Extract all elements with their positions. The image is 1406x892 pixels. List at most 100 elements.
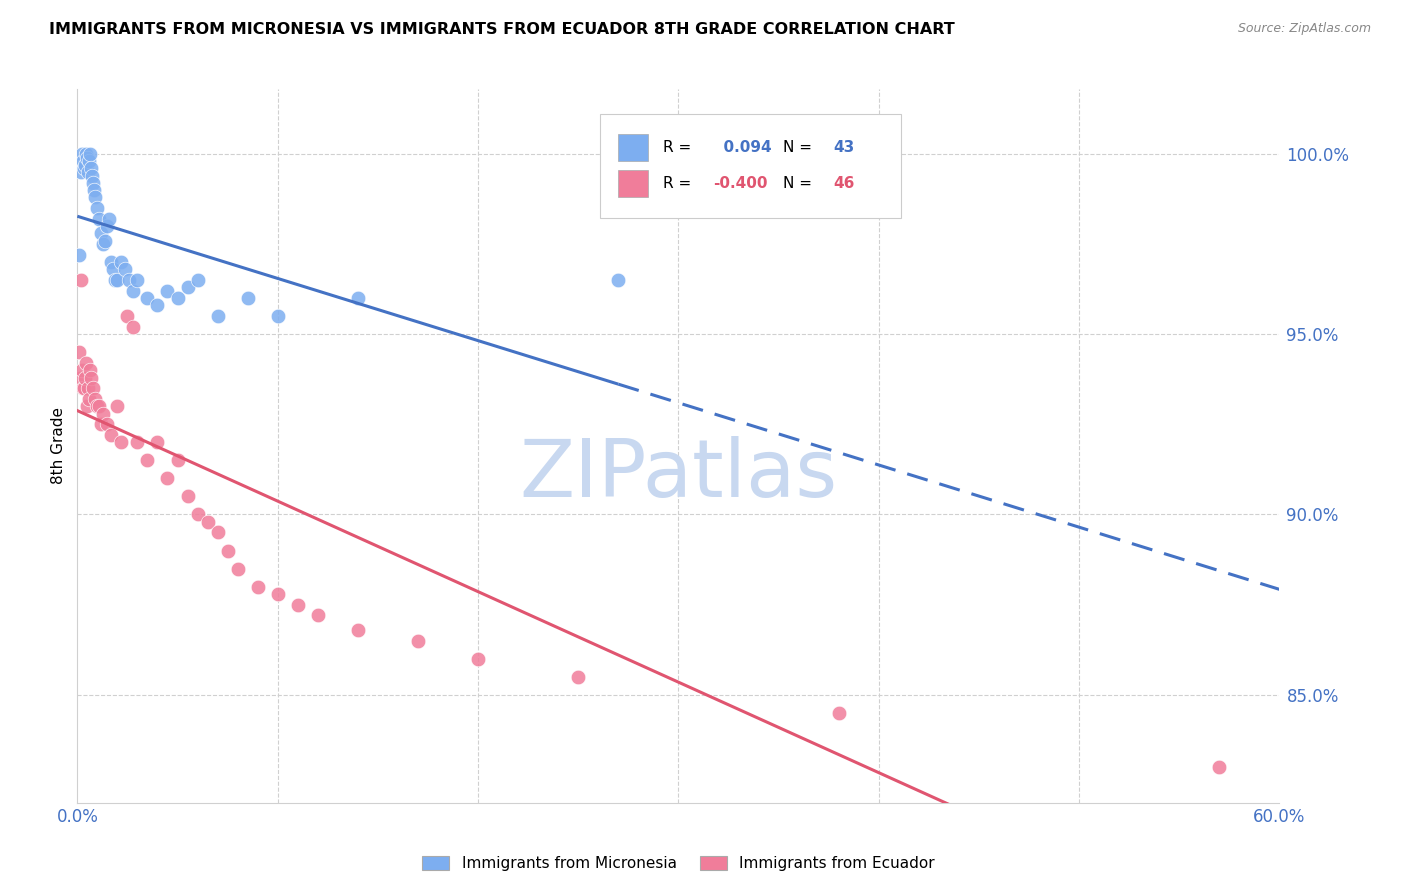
Point <box>156 471 179 485</box>
Point <box>207 525 229 540</box>
Point <box>89 400 111 414</box>
Bar <box>619 134 648 161</box>
Point <box>80 161 103 176</box>
Point <box>136 453 159 467</box>
Text: 0.094: 0.094 <box>713 140 772 155</box>
Point <box>79 392 101 406</box>
Point <box>89 211 111 226</box>
Text: R =: R = <box>662 176 690 191</box>
Point <box>110 435 132 450</box>
Point <box>467 651 489 665</box>
Point <box>79 154 101 169</box>
Point <box>79 147 101 161</box>
Point <box>114 262 136 277</box>
Legend: Immigrants from Micronesia, Immigrants from Ecuador: Immigrants from Micronesia, Immigrants f… <box>416 849 941 877</box>
Point <box>72 363 94 377</box>
Point <box>307 608 329 623</box>
Point <box>406 633 429 648</box>
Point <box>166 291 188 305</box>
Point <box>90 227 112 241</box>
Point <box>75 158 97 172</box>
Point <box>73 161 96 176</box>
Text: 46: 46 <box>834 176 855 191</box>
Point <box>94 234 117 248</box>
Point <box>156 284 179 298</box>
Text: -0.400: -0.400 <box>713 176 768 191</box>
Point <box>176 490 198 504</box>
Point <box>73 381 96 395</box>
Point <box>187 508 209 522</box>
Point <box>84 392 107 406</box>
Point <box>166 453 188 467</box>
Point <box>110 255 132 269</box>
Point <box>77 381 100 395</box>
Point <box>567 670 589 684</box>
Text: IMMIGRANTS FROM MICRONESIA VS IMMIGRANTS FROM ECUADOR 8TH GRADE CORRELATION CHAR: IMMIGRANTS FROM MICRONESIA VS IMMIGRANTS… <box>49 22 955 37</box>
Text: ZIPatlas: ZIPatlas <box>519 435 838 514</box>
Point <box>122 320 145 334</box>
Point <box>146 298 169 312</box>
Point <box>93 237 115 252</box>
Point <box>226 561 249 575</box>
Point <box>100 428 122 442</box>
Point <box>828 706 851 720</box>
Text: N =: N = <box>783 140 813 155</box>
Point <box>69 370 91 384</box>
Point <box>104 273 127 287</box>
Y-axis label: 8th Grade: 8th Grade <box>51 408 66 484</box>
Point <box>82 176 104 190</box>
Point <box>79 363 101 377</box>
Point <box>93 407 115 421</box>
Point <box>96 417 118 432</box>
Point <box>84 190 107 204</box>
Point <box>70 165 93 179</box>
Point <box>107 273 129 287</box>
Point <box>86 201 108 215</box>
Point <box>72 154 94 169</box>
Point <box>96 219 118 234</box>
Point <box>72 147 94 161</box>
Point <box>67 248 90 262</box>
Point <box>146 435 169 450</box>
Point <box>75 147 97 161</box>
Point <box>103 262 125 277</box>
Point <box>72 381 94 395</box>
Point <box>267 310 290 324</box>
Point <box>75 356 97 370</box>
Text: 43: 43 <box>834 140 855 155</box>
FancyBboxPatch shape <box>600 114 901 218</box>
Point <box>127 273 149 287</box>
Point <box>80 370 103 384</box>
Text: R =: R = <box>662 140 690 155</box>
Point <box>347 291 370 305</box>
Point <box>118 273 141 287</box>
Point <box>83 183 105 197</box>
Point <box>77 165 100 179</box>
Point <box>100 255 122 269</box>
Point <box>136 291 159 305</box>
Point <box>122 284 145 298</box>
Point <box>1208 760 1230 774</box>
Point <box>267 587 290 601</box>
Point <box>217 543 239 558</box>
Point <box>70 273 93 287</box>
Point <box>246 580 269 594</box>
Bar <box>619 169 648 197</box>
Point <box>197 515 219 529</box>
Text: Source: ZipAtlas.com: Source: ZipAtlas.com <box>1237 22 1371 36</box>
Point <box>236 291 259 305</box>
Point <box>86 400 108 414</box>
Point <box>90 417 112 432</box>
Point <box>98 211 121 226</box>
Point <box>127 435 149 450</box>
Point <box>67 345 90 359</box>
Point <box>117 310 139 324</box>
Point <box>607 273 630 287</box>
Point <box>207 310 229 324</box>
Point <box>187 273 209 287</box>
Point <box>76 400 98 414</box>
Point <box>287 598 309 612</box>
Point <box>75 370 97 384</box>
Point <box>76 151 98 165</box>
Text: N =: N = <box>783 176 813 191</box>
